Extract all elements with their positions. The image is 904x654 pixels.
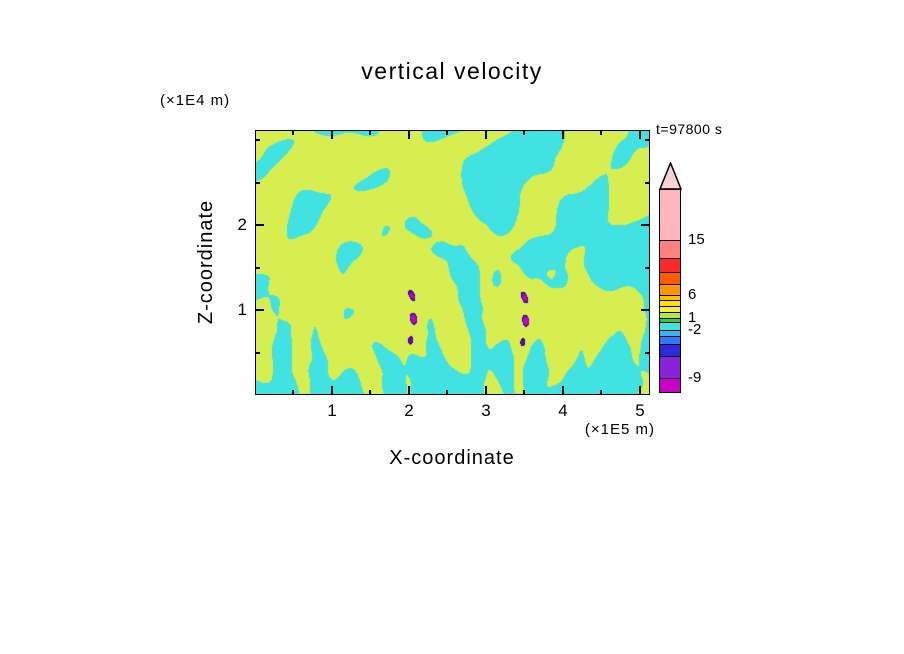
z-tick-label: 1: [237, 300, 247, 319]
axis-tick: [407, 386, 410, 395]
axis-tick: [330, 130, 333, 139]
colorbar-segment: [659, 321, 680, 330]
colorbar-label: -2: [688, 321, 702, 338]
axis-tick: [484, 386, 487, 395]
axis-tick: [484, 130, 487, 139]
colorbar-segment: [659, 305, 680, 312]
colorbar-label: 1: [688, 309, 697, 326]
colorbar-segment: [659, 355, 680, 378]
axis-tick: [255, 351, 260, 354]
colorbar-label: -9: [688, 369, 702, 386]
time-label: t=97800 s: [656, 121, 723, 137]
axis-tick: [446, 390, 449, 395]
colorbar-segment: [659, 311, 680, 318]
axis-tick: [638, 386, 641, 395]
axis-tick: [523, 390, 526, 395]
axis-tick: [641, 309, 650, 311]
colorbar-segment: [659, 317, 680, 322]
colorbar-label: 15: [688, 231, 705, 248]
axis-tick: [561, 386, 564, 395]
axis-tick: [292, 390, 295, 395]
axis-tick: [330, 386, 333, 395]
axis-tick: [255, 139, 260, 142]
colorbar-segment: [659, 335, 680, 344]
x-tick-label: 1: [327, 401, 337, 420]
axis-tick: [641, 224, 650, 227]
colorbar-segment: [659, 299, 680, 306]
x-axis-label: X-coordinate: [389, 447, 515, 469]
x-tick-label: 3: [481, 401, 491, 420]
axis-tick: [600, 390, 603, 395]
axis-tick: [255, 224, 264, 227]
colorbar: [658, 188, 681, 393]
colorbar-segment: [659, 257, 680, 272]
axis-tick: [255, 266, 260, 269]
colorbar-segment: [659, 329, 680, 336]
axis-tick: [292, 130, 295, 135]
axis-tick: [446, 130, 449, 135]
axis-tick: [407, 130, 410, 139]
axis-tick: [255, 309, 264, 311]
colorbar-segment: [659, 283, 680, 295]
heatmap-canvas: [255, 130, 650, 395]
colorbar-segment: [659, 343, 680, 356]
z-axis-label: Z-coordinate: [195, 199, 217, 325]
x-axis-unit: (×1E5 m): [584, 421, 655, 438]
axis-tick: [561, 130, 564, 139]
axis-tick: [523, 130, 526, 135]
x-tick-label: 2: [404, 401, 414, 420]
colorbar-segment: [659, 271, 680, 284]
axis-tick: [369, 130, 372, 135]
colorbar-arrow-icon: [658, 161, 682, 190]
plot-title: vertical velocity: [361, 58, 543, 84]
axis-tick: [645, 181, 650, 184]
axis-tick: [638, 130, 641, 139]
x-tick-label: 5: [635, 401, 645, 420]
colorbar-label: 6: [688, 286, 697, 303]
axis-tick: [369, 390, 372, 395]
axis-tick: [645, 351, 650, 354]
axis-tick: [645, 139, 650, 142]
x-tick-label: 4: [558, 401, 568, 420]
axis-tick: [645, 266, 650, 269]
colorbar-segment: [659, 294, 680, 300]
colorbar-segment: [659, 239, 680, 258]
axis-tick: [600, 130, 603, 135]
z-tick-label: 2: [237, 215, 247, 235]
colorbar-segment: [659, 189, 680, 240]
colorbar-segment: [659, 377, 680, 392]
z-axis-unit: (×1E4 m): [160, 92, 231, 109]
axis-tick: [255, 181, 260, 184]
